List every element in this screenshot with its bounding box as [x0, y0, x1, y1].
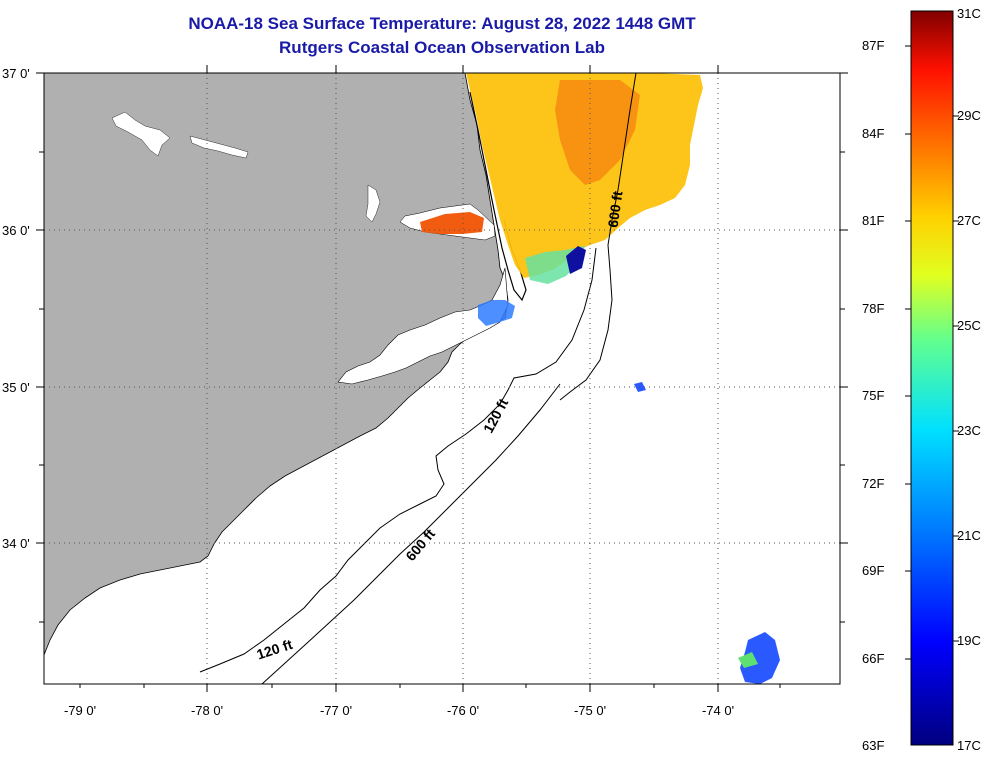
- lon-label: -78 0': [190, 703, 224, 718]
- lat-label: 37 0': [2, 66, 30, 81]
- map-title: NOAA-18 Sea Surface Temperature: August …: [188, 14, 696, 33]
- colorbar: [910, 10, 954, 746]
- axis-ticks: [36, 65, 848, 692]
- lat-label: 34 0': [2, 536, 30, 551]
- colorbar-ticks: [905, 45, 959, 660]
- lon-label: -79 0': [63, 703, 97, 718]
- lat-label: 35 0': [2, 380, 30, 395]
- map-frame: [43, 72, 841, 685]
- coastal-river: [365, 184, 381, 223]
- colorbar-c-label: 25C: [957, 318, 981, 333]
- colorbar-f-label: 63F: [862, 738, 885, 753]
- lon-label: -74 0': [701, 703, 735, 718]
- pamlico-sound: [337, 267, 509, 385]
- colorbar-f-label: 66F: [862, 651, 885, 666]
- colorbar-f-label: 75F: [862, 388, 885, 403]
- lat-label: 36 0': [2, 223, 30, 238]
- colorbar-c-label: 19C: [957, 633, 981, 648]
- colorbar-c-label: 23C: [957, 423, 981, 438]
- colorbar-c-label: 29C: [957, 108, 981, 123]
- colorbar-f-label: 69F: [862, 563, 885, 578]
- contour-label-600-north: 600 ft: [605, 190, 626, 229]
- sst-shelf-cool: [478, 300, 515, 326]
- colorbar-c-label: 31C: [957, 6, 981, 21]
- inland-river: [189, 135, 249, 159]
- sst-southeast-green: [738, 652, 758, 668]
- colorbar-c-label: 17C: [957, 738, 981, 753]
- inland-lake: [111, 111, 171, 157]
- colorbar-c-label: 27C: [957, 213, 981, 228]
- colorbar-f-label: 84F: [862, 126, 885, 141]
- graticule: [44, 73, 840, 684]
- sst-southeast-patch: [740, 632, 780, 684]
- colorbar-f-label: 81F: [862, 213, 885, 228]
- contour-600ft-north: [559, 73, 637, 401]
- colorbar-c-label: 21C: [957, 528, 981, 543]
- land-mass: [44, 73, 509, 656]
- contour-600ft-south: [261, 383, 561, 684]
- lon-label: -77 0': [319, 703, 353, 718]
- colorbar-f-label: 78F: [862, 301, 885, 316]
- map-subtitle: Rutgers Coastal Ocean Observation Lab: [279, 38, 605, 57]
- lon-label: -75 0': [573, 703, 607, 718]
- sst-sound-warm: [420, 212, 484, 234]
- sst-orange-patch: [555, 80, 640, 185]
- colorbar-f-label: 87F: [862, 38, 885, 53]
- contour-120ft: [199, 247, 597, 673]
- lon-label: -76 0': [446, 703, 480, 718]
- colorbar-f-label: 72F: [862, 476, 885, 491]
- sst-cold-core: [566, 246, 586, 274]
